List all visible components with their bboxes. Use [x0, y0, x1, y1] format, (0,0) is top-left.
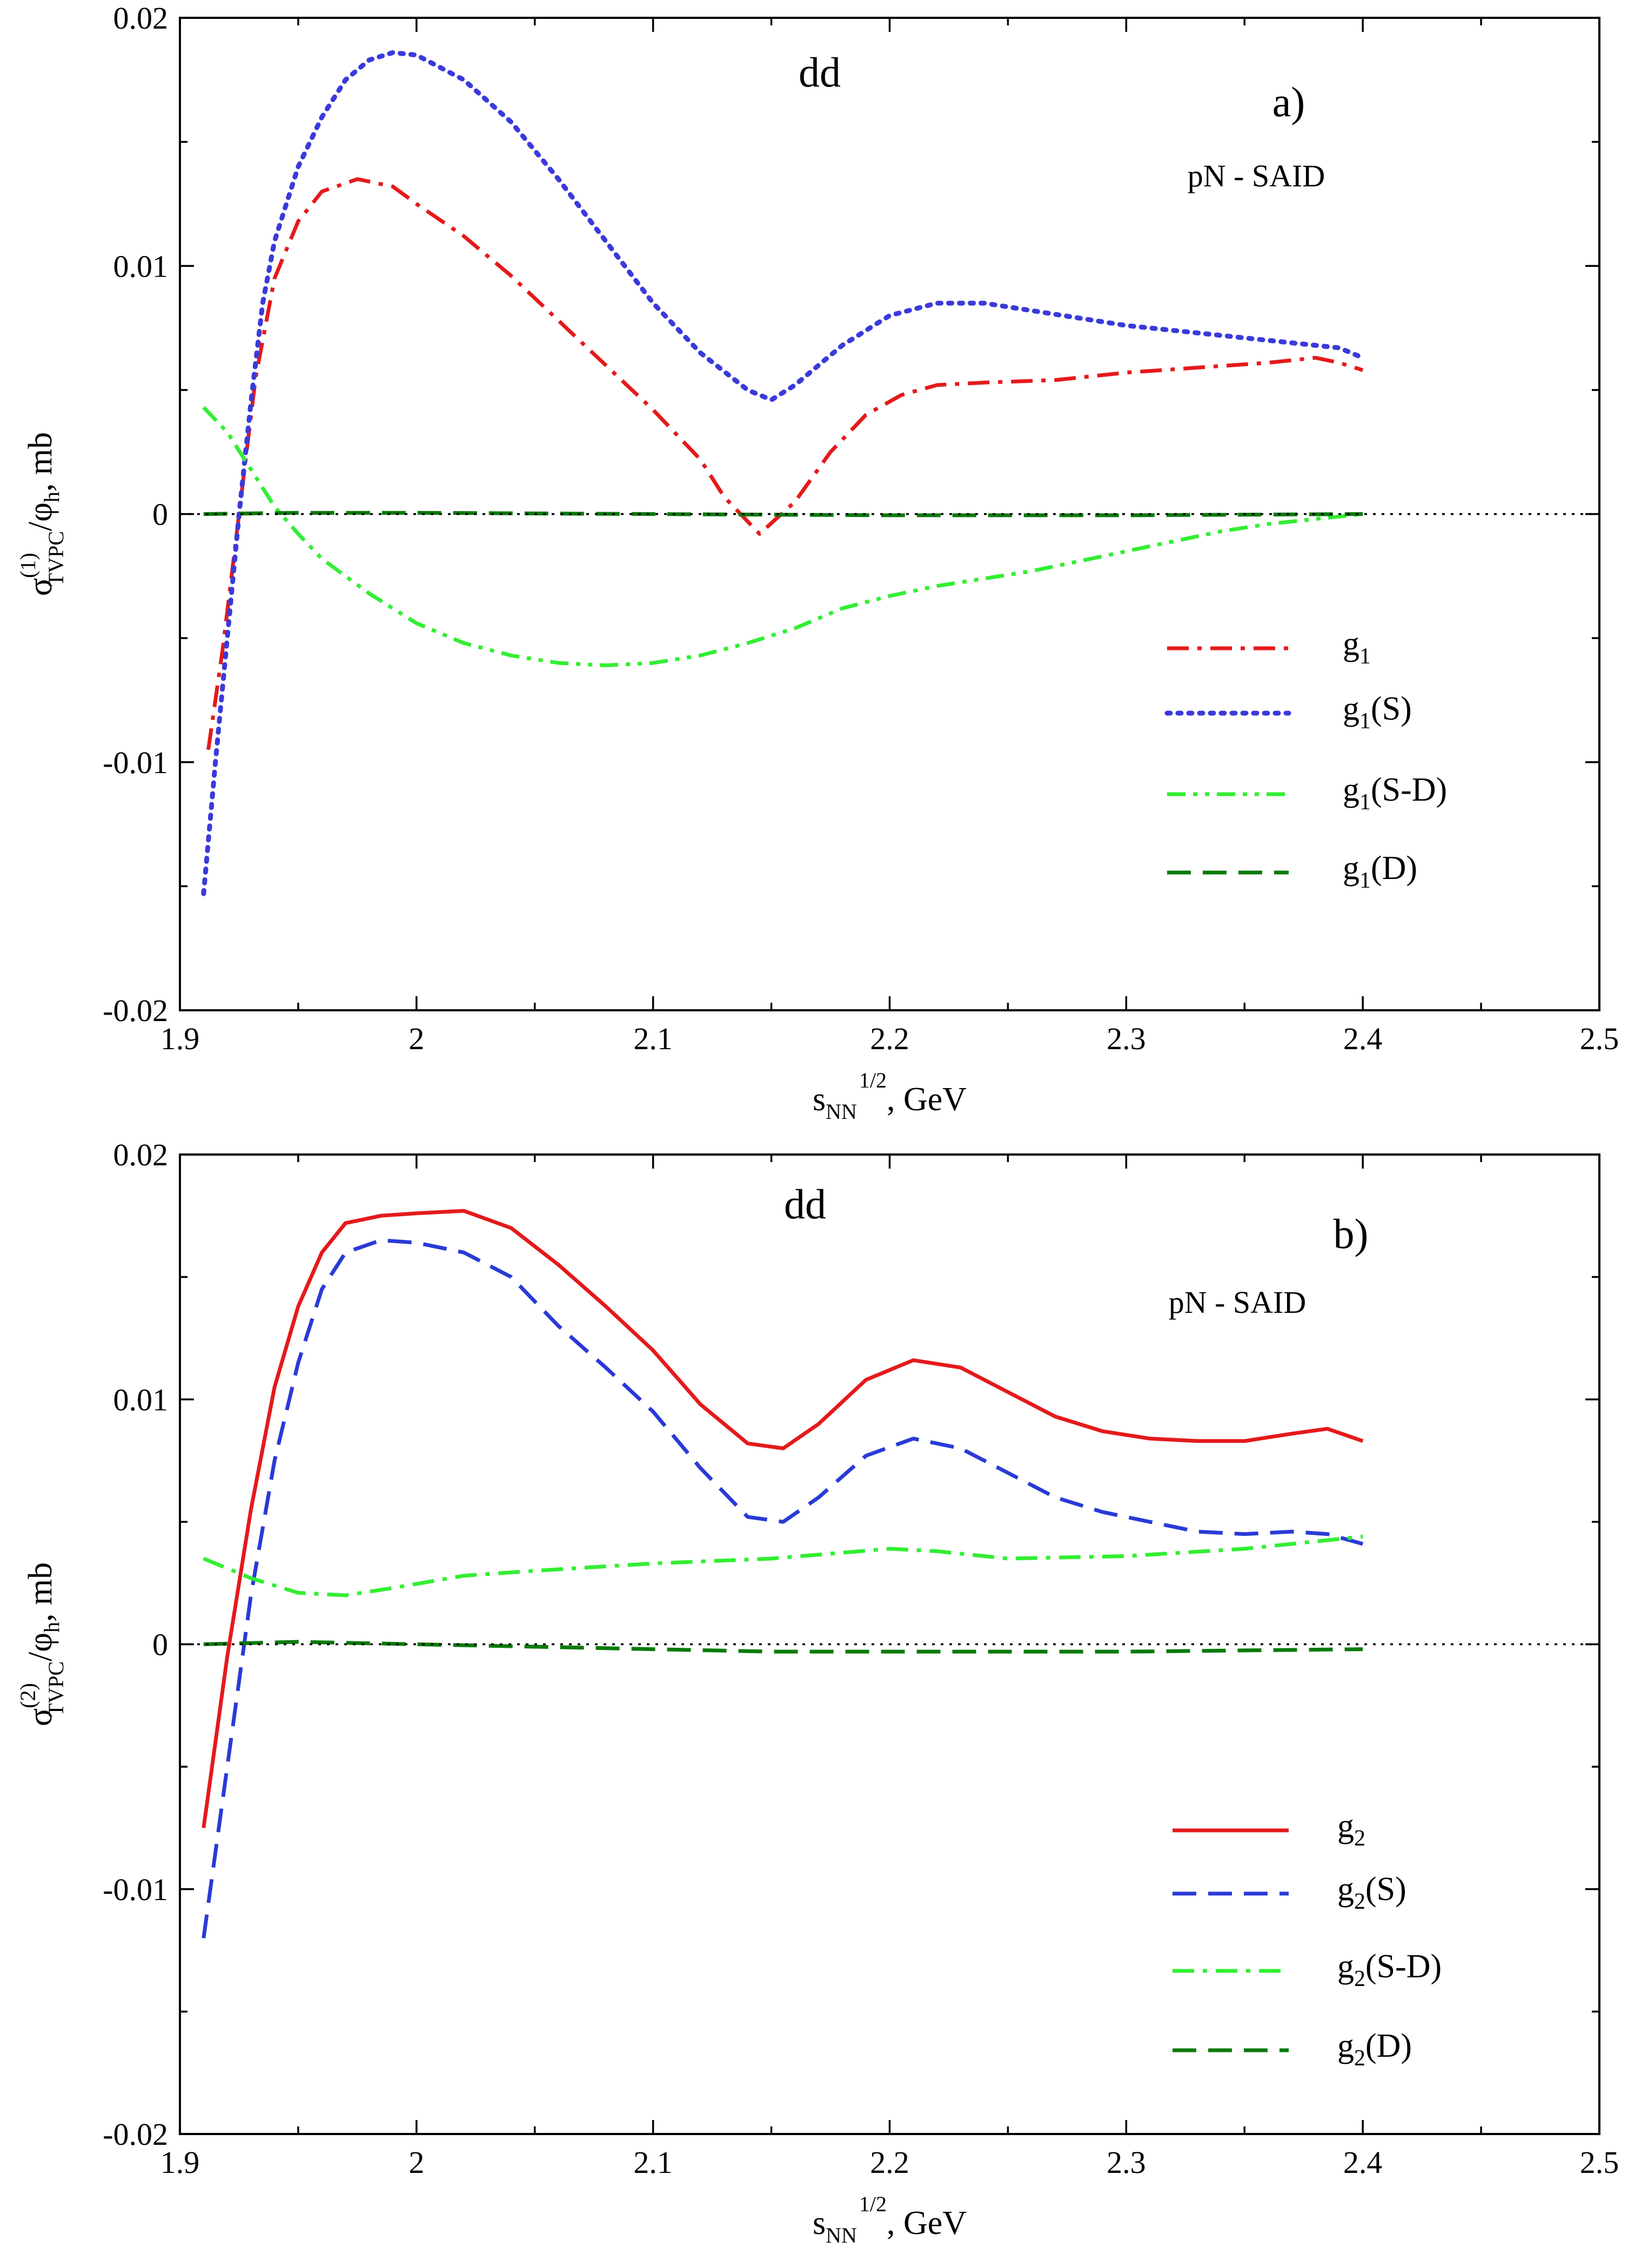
panel-b-xlabel-main: s — [813, 2205, 826, 2242]
panel-b-x-tick-label: 2.5 — [1580, 2145, 1619, 2180]
panel-b-series-line-4 — [203, 1640, 1363, 1654]
panel-a-ylabel-tail2: , mb — [22, 432, 59, 492]
panel-a-series-line-3 — [202, 406, 1363, 668]
panel-a-legend-label-2: g1(S) — [1343, 690, 1412, 734]
panel-b-ylabel-sup: (2) — [16, 1683, 40, 1708]
panel-b-legend-label-2: g2(S) — [1337, 1871, 1406, 1914]
panel-b-legend-label-3: g2(S-D) — [1337, 1948, 1442, 1991]
panel-b-legend: g2 g2(S) g2(S-D) g2(D) — [1173, 1808, 1442, 2071]
panel-b-reaction-label: dd — [784, 1180, 826, 1227]
panel-a-ticks — [179, 17, 1600, 1011]
panel-a-legend: g1 g1(S) g1(S-D) g1(D) — [1164, 626, 1447, 893]
panel-b-y-tick-label: 0.01 — [113, 1382, 169, 1417]
panel-a-ylabel-sub2: h — [39, 492, 64, 502]
panel-a-x-tick-label: 2.4 — [1343, 1021, 1383, 1056]
panel-a-x-tick-label: 2.2 — [870, 1021, 909, 1056]
panel-a-tag: a) — [1272, 78, 1305, 125]
panel-b-x-tick-label: 2.2 — [870, 2145, 909, 2180]
panel-a-x-tick-label: 2 — [408, 1021, 424, 1056]
panel-a-x-tick-label: 2.3 — [1107, 1021, 1146, 1056]
panel-b-y-axis-label: σ(2) TVPC/φh, mb — [16, 1562, 68, 1727]
panel-a-series-line-2 — [201, 50, 1365, 896]
panel-b-ylabel-sub2: h — [39, 1622, 64, 1633]
panel-a-xlabel-sub: NN — [826, 1099, 857, 1124]
panel-b-series-line-2 — [202, 1238, 1364, 1938]
panel-a-ylabel-sub: TVPC — [44, 531, 68, 586]
panel-b-x-axis-label: sNN1/2, GeV — [813, 2192, 967, 2247]
panel-b-series — [202, 1209, 1364, 1938]
panel-a-ylabel-sup: (1) — [16, 553, 40, 578]
panel-a-legend-label-4: g1(D) — [1343, 850, 1417, 893]
panel-a-x-tick-label: 2.1 — [633, 1021, 673, 1056]
panel-b-tick-labels: 1.9 2 2.1 2.2 2.3 2.4 2.5 -0.02 -0.01 0 0.01 0.02 — [103, 1137, 1619, 2180]
panel-a-xlabel-sup: 1/2 — [859, 1068, 887, 1092]
panel-b-x-tick-label: 2.4 — [1343, 2145, 1383, 2180]
panel-b-xlabel-sup: 1/2 — [859, 2192, 887, 2216]
panel-b-xlabel-tail: , GeV — [887, 2205, 967, 2242]
panel-b-xlabel-sub: NN — [826, 2223, 857, 2247]
panel-b-y-tick-label: -0.01 — [103, 1872, 168, 1907]
panel-a-ylabel-tail1: /φ — [22, 502, 59, 531]
panel-a-y-tick-label: 0.02 — [113, 1, 169, 36]
panel-a-xlabel-tail: , GeV — [887, 1081, 967, 1118]
panel-b-y-tick-label: 0.02 — [113, 1137, 169, 1172]
panel-b-y-tick-label: -0.02 — [103, 2117, 168, 2152]
panel-b-tag: b) — [1334, 1210, 1369, 1257]
panel-b-ylabel-main: σ — [22, 1708, 59, 1726]
panel-a-series-line-4 — [203, 511, 1363, 518]
panel-a-tick-labels: 1.9 2 2.1 2.2 2.3 2.4 2.5 -0.02 -0.01 0 0.01 0.02 — [103, 1, 1619, 1056]
panel-a-legend-label-1: g1 — [1343, 626, 1371, 669]
panel-a-series — [201, 50, 1365, 896]
panel-a-y-tick-label: -0.02 — [103, 993, 168, 1028]
panel-a-x-axis-label: sNN1/2, GeV — [813, 1068, 967, 1124]
panel-b-model-label: pN - SAID — [1169, 1285, 1307, 1320]
panel-b-legend-label-1: g2 — [1337, 1808, 1365, 1851]
panel-a-y-tick-label: 0.01 — [113, 249, 169, 284]
panel-a-x-tick-label: 1.9 — [160, 1021, 200, 1056]
panel-a-series-line-1 — [206, 177, 1364, 750]
panel-b-ylabel-tail1: /φ — [22, 1633, 59, 1661]
panel-a-y-axis-label: σ(1) TVPC/φh, mb — [16, 432, 68, 596]
panel-a-x-tick-label: 2.5 — [1580, 1021, 1619, 1056]
panel-b-ylabel-tail2: , mb — [22, 1562, 59, 1622]
panel-b-series-line-1 — [202, 1209, 1364, 1828]
panel-b-x-tick-label: 1.9 — [160, 2145, 200, 2180]
panel-b-x-tick-label: 2 — [408, 2145, 424, 2180]
panel-b-x-tick-label: 2.3 — [1107, 2145, 1146, 2180]
panel-a-y-tick-label: 0 — [152, 497, 168, 532]
panel-a-reaction-label: dd — [799, 49, 841, 96]
panel-a-xlabel-main: s — [813, 1081, 826, 1118]
panel-b-x-tick-label: 2.1 — [633, 2145, 673, 2180]
panel-a-legend-label-3: g1(S-D) — [1343, 771, 1447, 815]
panel-b-legend-label-4: g2(D) — [1337, 2028, 1412, 2071]
panel-b: 1.9 2 2.1 2.2 2.3 2.4 2.5 -0.02 -0.01 0 0.01 0.02 s… — [16, 1137, 1619, 2247]
panel-a: 1.9 2 2.1 2.2 2.3 2.4 2.5 -0.02 -0.01 0 0.01 0.02 s… — [16, 1, 1619, 1124]
panel-a-ylabel-main: σ — [22, 578, 59, 596]
panel-a-y-tick-label: -0.01 — [103, 745, 168, 780]
panel-b-y-tick-label: 0 — [152, 1627, 168, 1662]
panel-b-ticks — [179, 1153, 1600, 2135]
panel-b-ylabel-sub: TVPC — [44, 1661, 68, 1716]
panel-a-model-label: pN - SAID — [1188, 158, 1325, 193]
